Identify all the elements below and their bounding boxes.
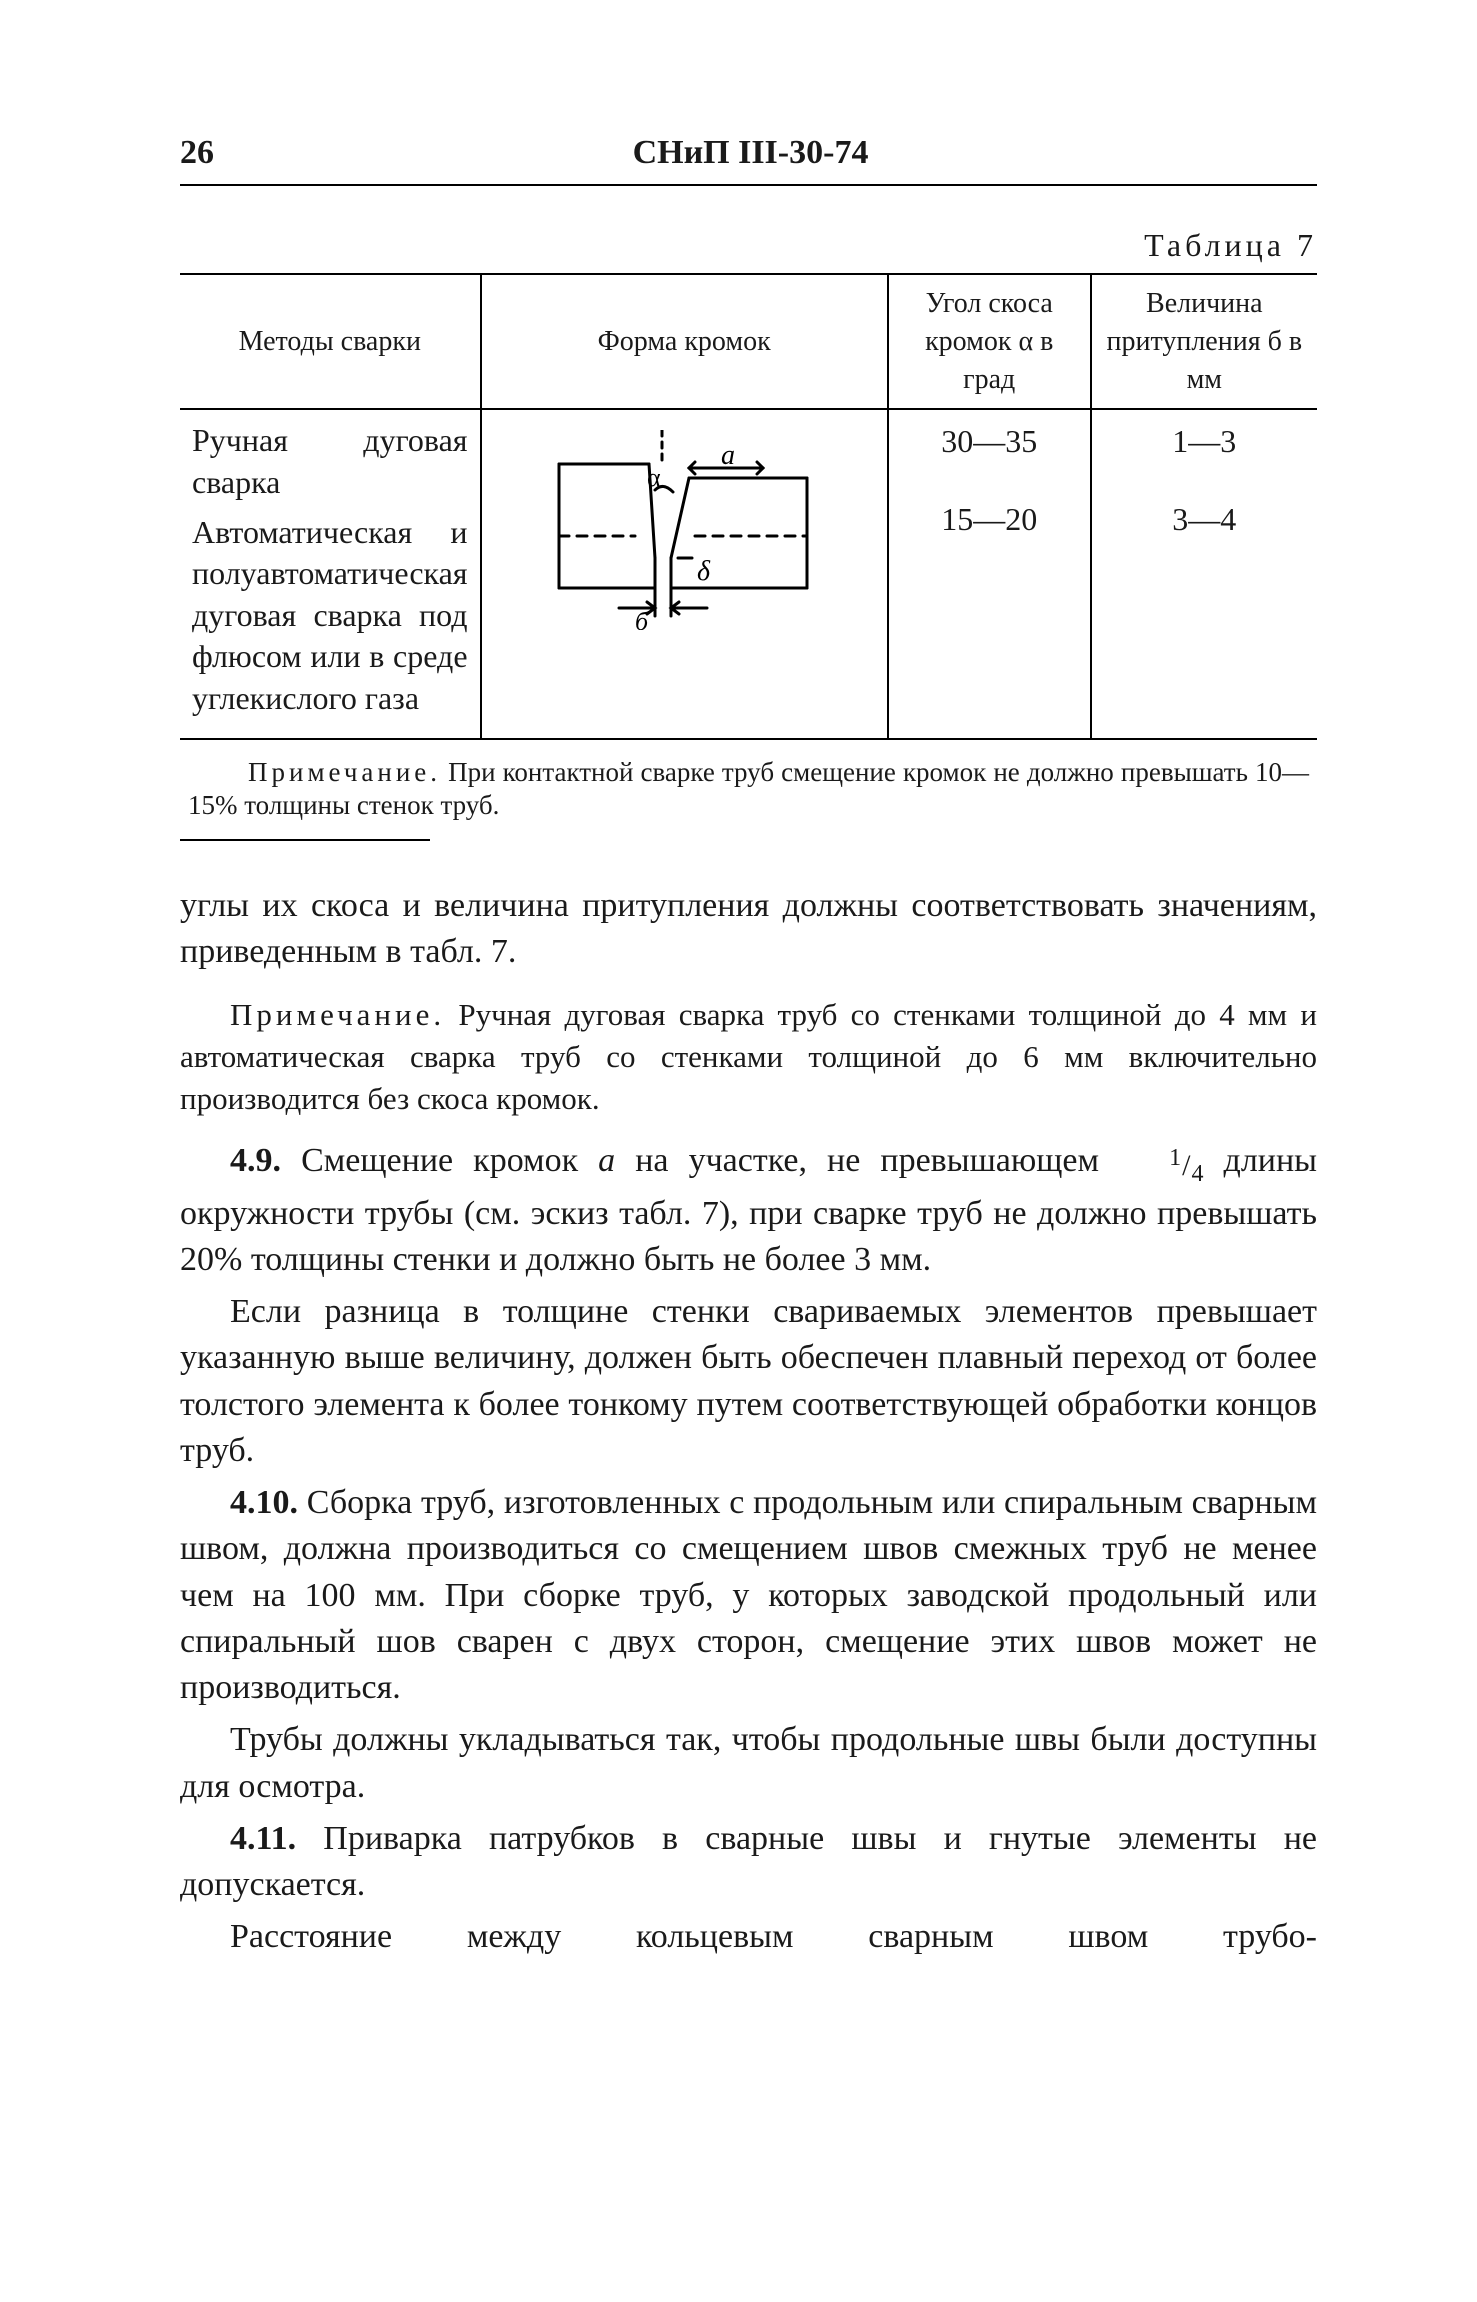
page: 26 СНиП III-30-74 Таблица 7 Методы сварк…: [0, 0, 1477, 2046]
table-note: Примечание. При контактной сварке труб с…: [180, 738, 1317, 836]
method-1: Ручная дуговая сварка: [192, 420, 468, 503]
angle-2: 15—20: [901, 498, 1078, 541]
label-alpha: α: [647, 463, 661, 492]
p49-a: Смещение кромок: [301, 1142, 598, 1179]
table-end-rule: [180, 839, 430, 841]
blunt-2: 3—4: [1104, 498, 1305, 541]
table-row: Ручная дуговая сварка Автоматическая и п…: [180, 409, 1317, 737]
table-caption: Таблица 7: [180, 224, 1317, 267]
cell-methods: Ручная дуговая сварка Автоматическая и п…: [180, 409, 481, 737]
page-number: 26: [180, 130, 214, 176]
label-b: б: [635, 607, 649, 630]
label-delta: δ: [697, 556, 711, 587]
para-4-11: 4.11. Приварка патрубков в сварные швы и…: [180, 1816, 1317, 1908]
cell-blunt: 1—3 3—4: [1091, 409, 1317, 737]
p49-var-a: a: [598, 1142, 615, 1179]
table-header-row: Методы сварки Форма кромок Угол скоса кр…: [180, 274, 1317, 409]
label-a: a: [721, 440, 735, 471]
table-7: Методы сварки Форма кромок Угол скоса кр…: [180, 273, 1317, 738]
para-note1: Примечание. Ручная дуговая сварка труб с…: [180, 994, 1317, 1120]
note-label: Примечание.: [248, 757, 441, 787]
header-rule: [180, 184, 1317, 186]
blunt-1: 1—3: [1104, 420, 1305, 463]
para-4-9: 4.9. Смещение кромок a на участке, не пр…: [180, 1138, 1317, 1283]
th-methods: Методы сварки: [180, 274, 481, 409]
running-header: 26 СНиП III-30-74: [180, 130, 1317, 176]
p49-b: на участке, не превышающем: [615, 1142, 1119, 1179]
th-angle: Угол скоса кромок α в град: [888, 274, 1091, 409]
para-last: Расстояние между кольцевым сварным швом …: [180, 1914, 1317, 1960]
groove-svg-icon: α a δ б: [539, 430, 829, 630]
th-form: Форма кромок: [481, 274, 888, 409]
p410-text: Сборка труб, изготовленных с продольным …: [180, 1484, 1317, 1706]
weld-groove-diagram: α a δ б: [494, 420, 875, 630]
para-4-9-2: Если разница в толщине стенки свариваемы…: [180, 1289, 1317, 1474]
num-4-9: 4.9.: [230, 1142, 281, 1179]
para-4-10-2: Трубы должны укладываться так, чтобы про…: [180, 1717, 1317, 1809]
num-4-10: 4.10.: [230, 1484, 298, 1521]
p411-text: Приварка патрубков в сварные швы и гнуты…: [180, 1820, 1317, 1903]
th-blunt: Величина притупления б в мм: [1091, 274, 1317, 409]
angle-1: 30—35: [901, 420, 1078, 463]
cell-angle: 30—35 15—20: [888, 409, 1091, 737]
para-4-10: 4.10. Сборка труб, изготовленных с продо…: [180, 1480, 1317, 1711]
note1-label: Примечание.: [230, 997, 445, 1032]
num-4-11: 4.11.: [230, 1820, 296, 1857]
fraction-1-4: 1/4: [1119, 1142, 1203, 1191]
method-2: Автоматическая и полуавтоматическая дуго…: [192, 512, 468, 720]
cell-diagram: α a δ б: [481, 409, 888, 737]
para-leadin: углы их скоса и величина притупления дол…: [180, 883, 1317, 975]
doc-title: СНиП III-30-74: [633, 130, 869, 176]
